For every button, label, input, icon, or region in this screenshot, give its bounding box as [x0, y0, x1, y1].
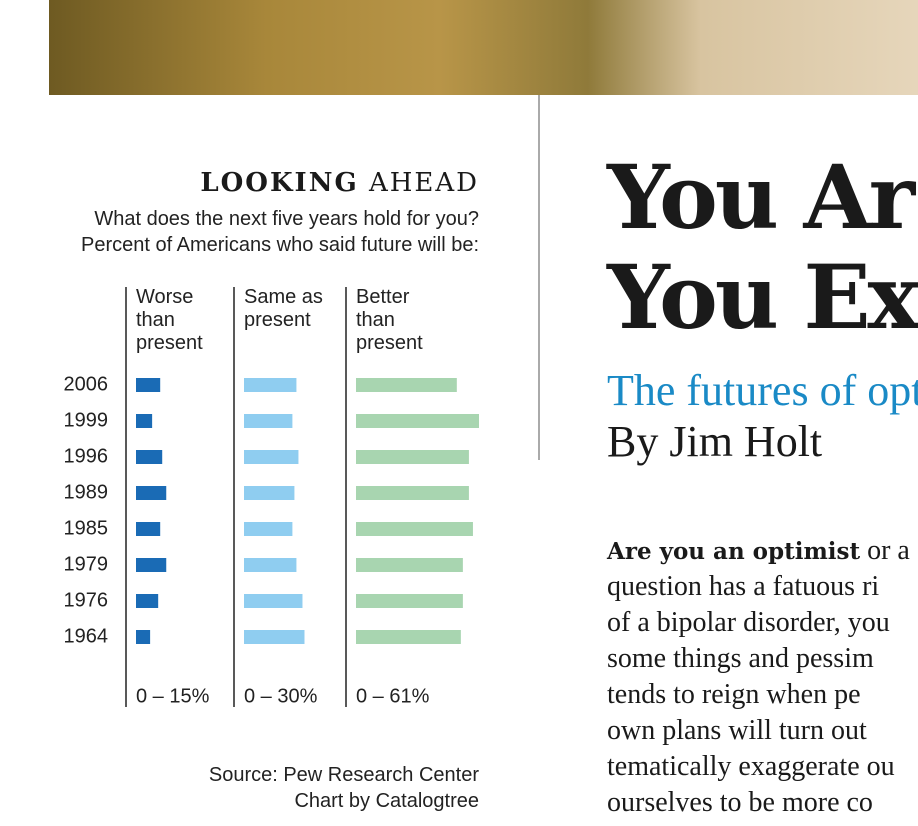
- dek: The futures of opt: [607, 366, 918, 415]
- photo: [49, 0, 918, 95]
- bar: [244, 486, 295, 500]
- bar: [244, 414, 293, 428]
- title-rest: AHEAD: [368, 168, 479, 198]
- body-line: ourselves to be more co: [607, 787, 873, 818]
- bar: [244, 558, 297, 572]
- bar: [136, 414, 153, 428]
- lead-in: Are you an optimist: [607, 538, 861, 565]
- divider: [538, 95, 540, 460]
- body-text: or a: [867, 535, 910, 566]
- body-line: own plans will turn out: [607, 715, 867, 746]
- bar: [136, 450, 163, 464]
- bar: [244, 522, 293, 536]
- source: Source: Pew Research Center: [208, 764, 479, 786]
- bar: [356, 486, 469, 500]
- credit: Chart by Catalogtree: [294, 790, 479, 812]
- chart-title: LOOKING AHEAD: [200, 168, 479, 198]
- y-tick-label: 1976: [64, 589, 109, 611]
- subtitle: Percent of Americans who said future wil…: [81, 234, 479, 256]
- body-line: tends to reign when pe: [607, 679, 861, 710]
- y-tick-label: 1985: [64, 517, 109, 539]
- body-line: question has a fatuous ri: [607, 571, 880, 602]
- y-tick-label: 1996: [64, 445, 109, 467]
- panel-header: Worse than present: [136, 286, 203, 354]
- bar: [136, 378, 161, 392]
- bar: [244, 450, 299, 464]
- panel-header: Better than present: [356, 286, 423, 354]
- bar: [356, 414, 479, 428]
- headline: You Ar: [607, 145, 915, 249]
- bar: [356, 450, 469, 464]
- title-bold: LOOKING: [200, 168, 359, 198]
- range-label: 0 – 61%: [356, 685, 430, 707]
- body-line: Are you an optimist or a: [607, 535, 910, 567]
- bar: [136, 594, 159, 608]
- range-label: 0 – 15%: [136, 685, 210, 707]
- bar: [136, 522, 161, 536]
- byline: By Jim Holt: [607, 417, 823, 466]
- chart: 2006 1999 1996 1989 1985 1979 1976 1964 0 – 15% 0…: [64, 287, 479, 707]
- headline: You Ex: [607, 245, 918, 349]
- bar: [356, 378, 457, 392]
- bar: [356, 558, 463, 572]
- y-tick-label: 1979: [64, 553, 109, 575]
- bar: [356, 630, 461, 644]
- y-tick-label: 2006: [64, 373, 109, 395]
- bar: [136, 630, 151, 644]
- bar: [136, 558, 167, 572]
- y-tick-label: 1989: [64, 481, 109, 503]
- bar: [244, 378, 297, 392]
- bar: [244, 630, 305, 644]
- bar: [356, 594, 463, 608]
- range-label: 0 – 30%: [244, 685, 318, 707]
- subtitle: What does the next five years hold for y…: [94, 208, 479, 230]
- bar: [356, 522, 473, 536]
- body-line: some things and pessim: [607, 643, 874, 674]
- body-line: tematically exaggerate ou: [607, 751, 895, 782]
- bar: [244, 594, 303, 608]
- y-tick-label: 1999: [64, 409, 109, 431]
- bar: [136, 486, 167, 500]
- panel-header: Same as present: [244, 286, 323, 331]
- y-tick-label: 1964: [64, 625, 109, 647]
- body-line: of a bipolar disorder, you: [607, 607, 890, 638]
